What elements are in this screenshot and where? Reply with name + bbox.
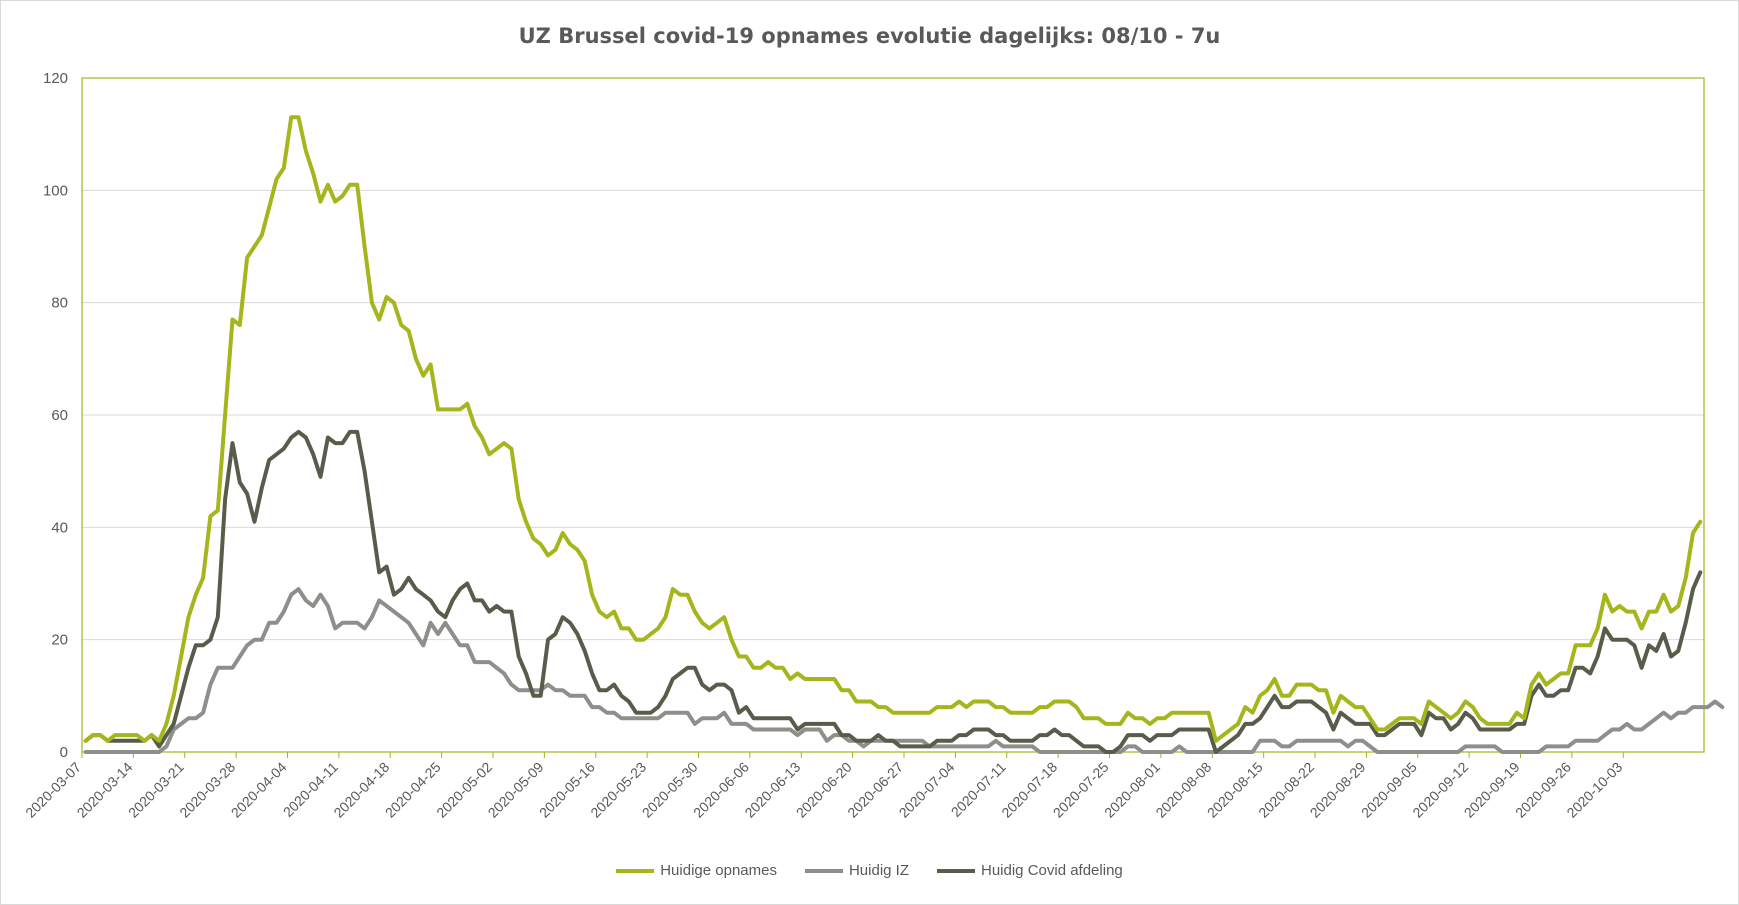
plot-border xyxy=(81,77,1705,753)
legend-label-0: Huidige opnames xyxy=(660,862,777,879)
x-tick-label: 2020-07-04 xyxy=(896,759,958,821)
legend-label-1: Huidig IZ xyxy=(848,862,909,879)
series-line-1 xyxy=(83,587,1725,754)
gridlines xyxy=(82,189,1704,641)
series-line-0 xyxy=(83,115,1703,743)
series-lines xyxy=(83,115,1725,754)
x-tick-label: 2020-04-04 xyxy=(228,759,290,821)
y-tick-label: 120 xyxy=(43,70,68,87)
legend-item-0: Huidige opnames xyxy=(616,862,777,879)
legend-item-1: Huidig IZ xyxy=(804,862,909,879)
legend: Huidige opnames Huidig IZ Huidig Covid a… xyxy=(0,862,1739,879)
legend-label-2: Huidig Covid afdeling xyxy=(981,862,1123,879)
x-tick-label: 2020-10-03 xyxy=(1563,759,1625,821)
legend-item-2: Huidig Covid afdeling xyxy=(937,862,1123,879)
y-tick-label: 0 xyxy=(60,744,68,761)
legend-swatch-1 xyxy=(804,868,843,873)
y-tick-label: 80 xyxy=(51,295,68,312)
y-tick-label: 40 xyxy=(51,519,68,536)
y-tick-label: 60 xyxy=(51,407,68,424)
series-line-2 xyxy=(83,429,1703,754)
legend-swatch-2 xyxy=(937,868,975,873)
legend-swatch-0 xyxy=(616,868,655,873)
y-axis: 0 20 40 60 80 100 120 xyxy=(43,70,68,761)
x-axis: 2020-03-072020-03-142020-03-212020-03-28… xyxy=(22,752,1626,821)
chart-title: UZ Brussel covid-19 opnames evolutie dag… xyxy=(518,24,1221,48)
y-tick-label: 100 xyxy=(43,182,68,199)
y-tick-label: 20 xyxy=(51,632,68,649)
